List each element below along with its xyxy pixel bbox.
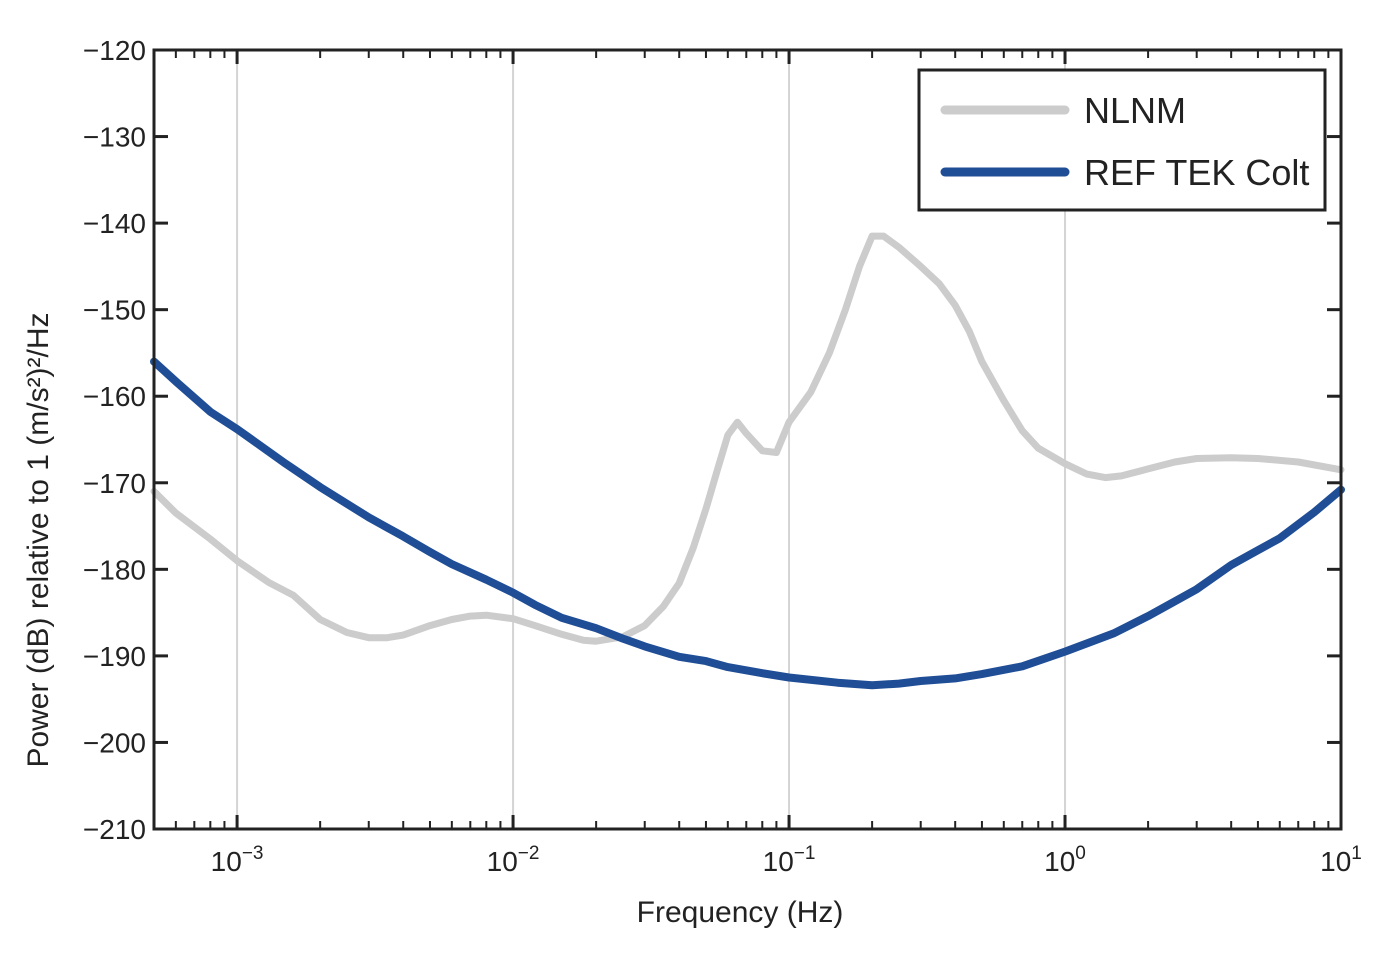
x-tick-label: 101: [1320, 843, 1362, 877]
x-tick-label: 10−1: [763, 843, 816, 877]
x-tick-labels: 10−3 10−2 10−1 100 101: [211, 843, 1362, 877]
series-lines: [150, 232, 1345, 690]
y-tick-label: −160: [83, 381, 146, 412]
x-tick-label: 100: [1044, 843, 1086, 877]
y-tick-label: −210: [83, 814, 146, 845]
y-tick-label: −130: [83, 122, 146, 153]
y-axis-title: Power (dB) relative to 1 (m/s²)²/Hz: [22, 312, 55, 767]
y-tick-label: −140: [83, 208, 146, 239]
y-tick-label: −190: [83, 641, 146, 672]
x-tick-label: 10−2: [487, 843, 540, 877]
legend-box: [917, 68, 1327, 212]
x-tick-label: 10−3: [211, 843, 264, 877]
x-axis-title: Frequency (Hz): [637, 896, 844, 929]
series-line-ref-tek-colt: [150, 357, 1345, 690]
y-tick-label: −170: [83, 468, 146, 499]
y-tick-label: −180: [83, 554, 146, 585]
legend-label-reftek-colt: REF TEK Colt: [1084, 152, 1309, 193]
y-tick-label: −200: [83, 727, 146, 758]
y-tick-labels: −120 −130 −140 −150 −160 −170 −180 −190 −200 −210: [83, 35, 146, 845]
legend: NLNM REF TEK Colt: [917, 68, 1327, 212]
y-tick-label: −120: [83, 35, 146, 66]
plot-frame: [152, 48, 1343, 831]
y-tick-label: −150: [83, 295, 146, 326]
legend-label-nlnm: NLNM: [1084, 90, 1186, 131]
series-line-nlnm: [150, 232, 1345, 645]
major-ticks: [154, 48, 1343, 831]
